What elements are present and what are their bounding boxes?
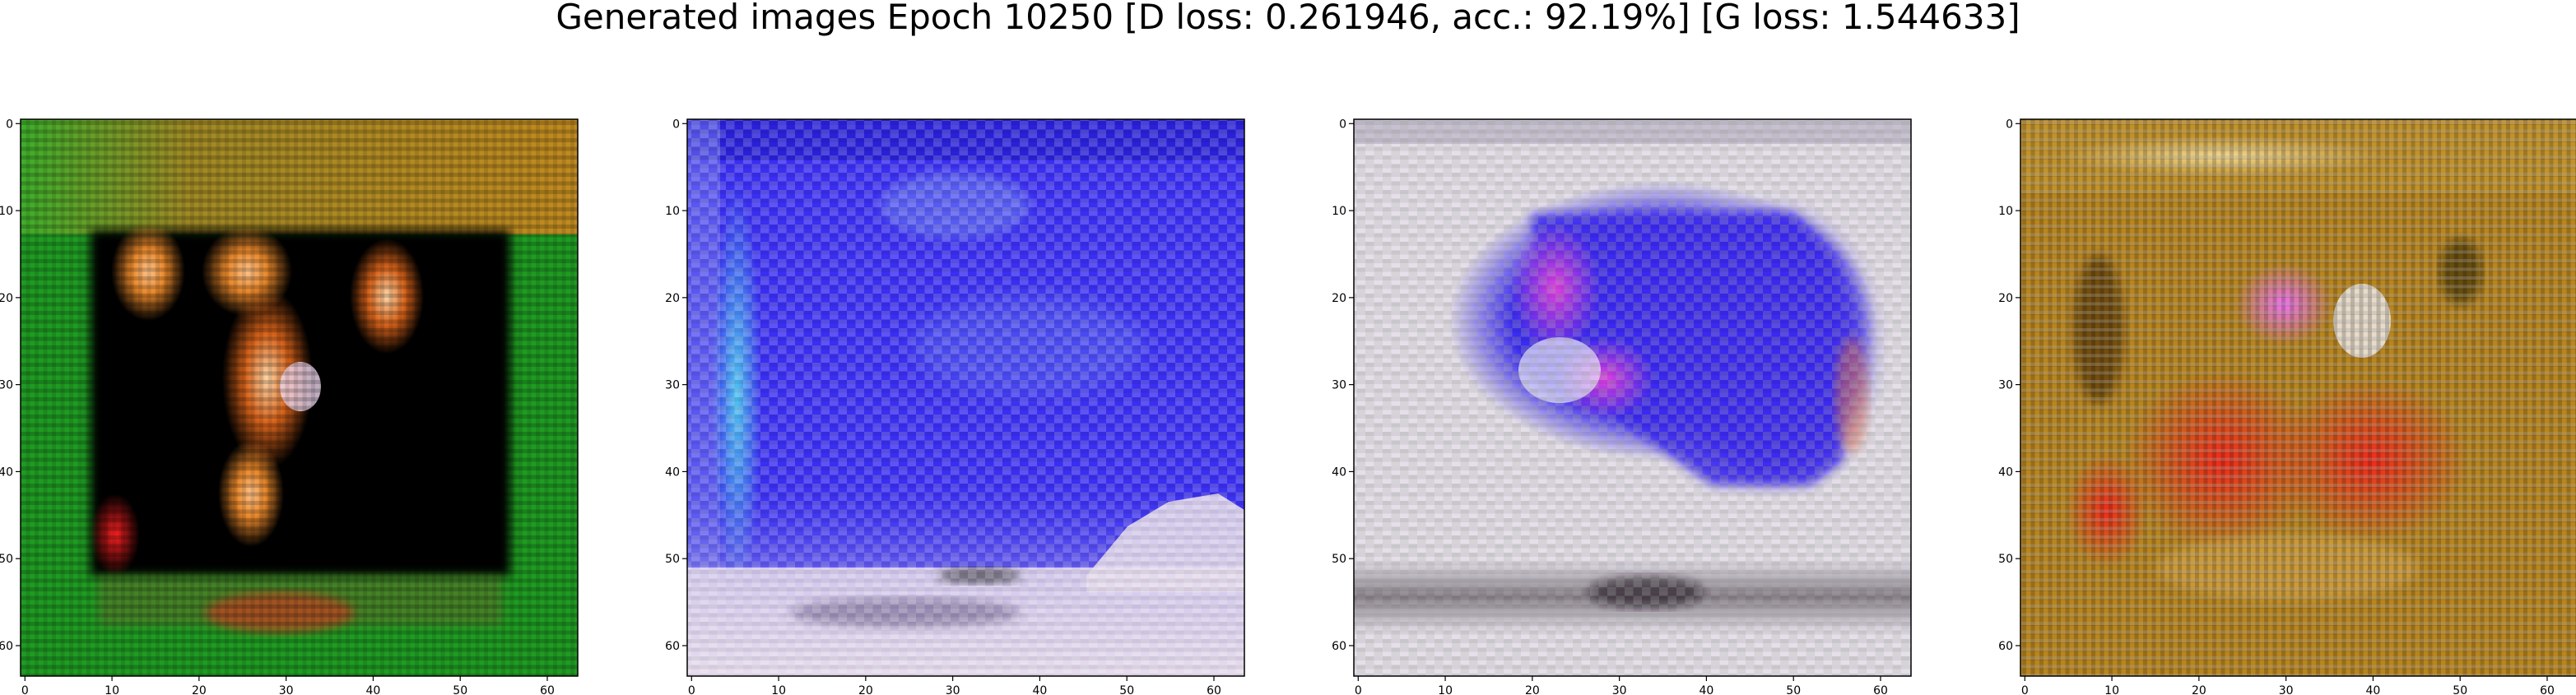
panel-2-axes: 0 10 20 30 40 50 60 0 10 20 30 40 50 60: [665, 118, 1245, 695]
panel-3-axes: 0 10 20 30 40 50 60 0 10 20 30 40 50 60: [1332, 118, 1912, 695]
panel-3-xtick-label: 10: [1438, 684, 1453, 695]
panel-3-ytick-label: 60: [1332, 640, 1346, 653]
panel-1-ytick-label: 50: [0, 553, 13, 566]
panel-4-xtick-label: 50: [2453, 684, 2467, 695]
panel-3-ytick-label: 30: [1332, 379, 1346, 392]
panel-2-xtick-label: 10: [771, 684, 786, 695]
panel-2-ytick-label: 10: [665, 205, 680, 218]
panel-1-ytick-label: 10: [0, 205, 13, 218]
panel-2-ytick-label: 0: [672, 118, 680, 131]
panel-3-ytick-label: 20: [1332, 292, 1346, 305]
panel-3-ytick-label: 40: [1332, 466, 1346, 479]
panel-4-ytick-label: 50: [1998, 553, 2013, 566]
panel-3-xtick-label: 30: [1612, 684, 1627, 695]
panel-2-xtick-label: 60: [1207, 684, 1221, 695]
panel-2-ytick-label: 60: [665, 640, 680, 653]
panel-2-ytick-label: 50: [665, 553, 680, 566]
panel-2-xtick-label: 30: [946, 684, 960, 695]
panel-4-ytick-label: 30: [1998, 379, 2013, 392]
panel-3-xtick-label: 40: [1700, 684, 1714, 695]
panel-2-ytick-label: 20: [665, 292, 680, 305]
panel-1-xtick-label: 10: [105, 684, 119, 695]
panel-1-xtick-label: 30: [279, 684, 294, 695]
panel-2-xtick-label: 20: [858, 684, 873, 695]
panel-4-xtick-label: 30: [2279, 684, 2294, 695]
panel-3-xtick-label: 0: [1355, 684, 1362, 695]
panel-2-frame: [686, 118, 1245, 677]
panel-1-xtick-label: 20: [192, 684, 207, 695]
panel-1-ytick-label: 40: [0, 466, 13, 479]
panel-4-xtick-label: 40: [2366, 684, 2381, 695]
panel-4-xtick-label: 10: [2104, 684, 2119, 695]
panel-1-xtick-label: 0: [21, 684, 29, 695]
panel-4-frame: [2020, 118, 2576, 677]
panel-3-image: [1354, 119, 1911, 676]
panel-1-xtick-label: 60: [540, 684, 555, 695]
panel-3-xtick-label: 60: [1873, 684, 1888, 695]
panel-4-image: [2020, 119, 2576, 676]
panel-3-xtick-label: 50: [1786, 684, 1801, 695]
figure-title: Generated images Epoch 10250 [D loss: 0.…: [556, 0, 2020, 37]
panel-4-xtick-label: 60: [2540, 684, 2555, 695]
panel-3-frame: [1353, 118, 1912, 677]
panel-4-ytick-label: 20: [1998, 292, 2013, 305]
panel-4-xtick-label: 0: [2021, 684, 2029, 695]
panel-1-xtick-label: 40: [366, 684, 381, 695]
panel-4-ytick-label: 60: [1998, 640, 2013, 653]
panel-3-ytick-label: 0: [1339, 118, 1346, 131]
panel-2-ytick-label: 40: [665, 466, 680, 479]
panel-2-ytick-label: 30: [665, 379, 680, 392]
panel-1-image: [21, 119, 578, 676]
panel-4-xtick-label: 20: [2192, 684, 2206, 695]
panel-1-xtick-label: 50: [453, 684, 467, 695]
panel-1-axes: 0 10 20 30 40 50 60 0 10 20 30 40 50 60: [0, 118, 579, 695]
panel-2-xtick-label: 50: [1119, 684, 1134, 695]
panel-3-ytick-label: 50: [1332, 553, 1346, 566]
panel-1-ytick-label: 20: [0, 292, 13, 305]
panel-2-image: [687, 119, 1244, 676]
panel-1-ytick-label: 0: [6, 118, 13, 131]
panel-1-ytick-label: 60: [0, 640, 13, 653]
panel-3-xtick-label: 20: [1525, 684, 1540, 695]
panel-2-xtick-label: 40: [1033, 684, 1048, 695]
panel-4-ytick-label: 40: [1998, 466, 2013, 479]
panel-3-ytick-label: 10: [1332, 205, 1346, 218]
panel-1-frame: [20, 118, 579, 677]
panel-1-ytick-label: 30: [0, 379, 13, 392]
panel-4-ytick-label: 0: [2006, 118, 2013, 131]
panel-2-xtick-label: 0: [688, 684, 695, 695]
panel-4-ytick-label: 10: [1998, 205, 2013, 218]
panel-4-axes: 0 10 20 30 40 50 60 0 10 20 30 40 50 60: [1998, 118, 2576, 695]
